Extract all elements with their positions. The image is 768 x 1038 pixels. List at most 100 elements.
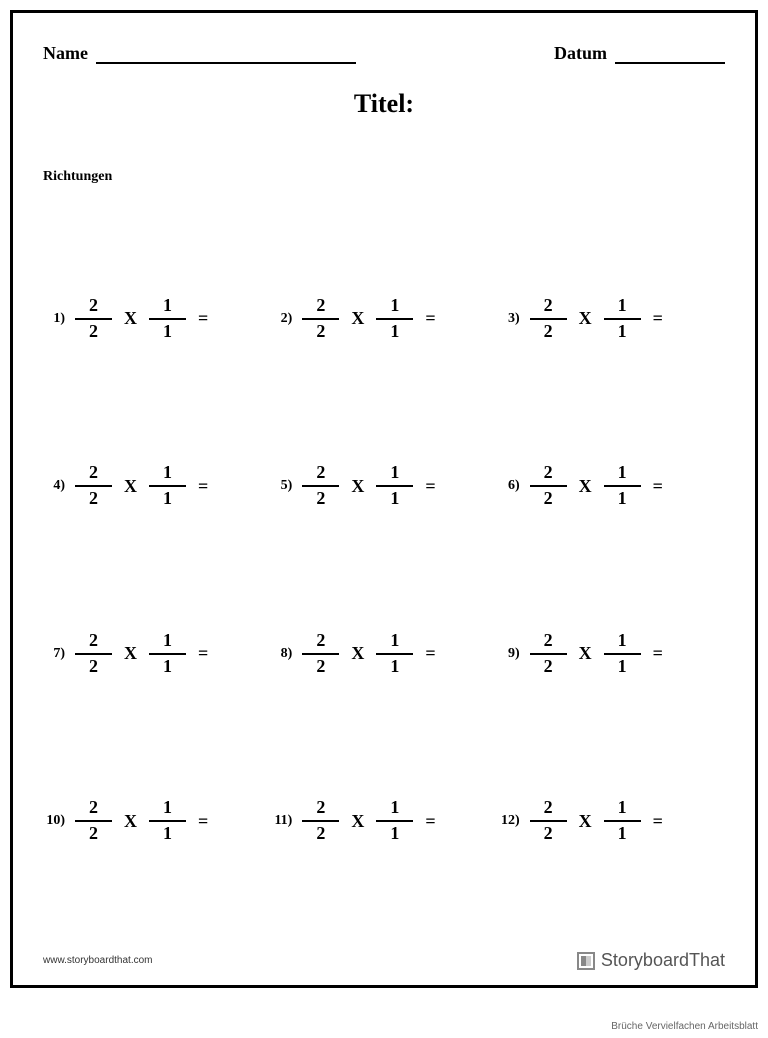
- equals: =: [196, 308, 210, 329]
- fraction-b: 11: [149, 463, 186, 509]
- operator: X: [577, 643, 594, 664]
- fraction-b: 11: [376, 296, 413, 342]
- operator: X: [349, 811, 366, 832]
- problem-2: 2)22X11=: [270, 235, 497, 403]
- caption-text: Brüche Vervielfachen Arbeitsblatt: [611, 1021, 758, 1032]
- problem-1: 1)22X11=: [43, 235, 270, 403]
- denominator: 1: [604, 320, 641, 342]
- problem-12: 12) 22 X 11 =: [498, 738, 725, 906]
- numerator: 1: [604, 463, 641, 485]
- worksheet-page: Name Datum Titel: Richtungen 1)22X11=2)2…: [10, 10, 758, 988]
- problem-3: 3)22X11=: [498, 235, 725, 403]
- numerator: 2: [530, 631, 567, 653]
- denominator: 1: [376, 487, 413, 509]
- denominator: 1: [376, 320, 413, 342]
- problem-number: 9): [498, 646, 520, 662]
- numerator: 2: [302, 631, 339, 653]
- denominator: 1: [604, 822, 641, 844]
- numerator: 2: [302, 798, 339, 820]
- numerator: 1: [149, 296, 186, 318]
- fraction-b: 11: [376, 463, 413, 509]
- fraction-a: 22: [530, 463, 567, 509]
- equals: =: [651, 811, 665, 832]
- date-line: [615, 62, 725, 64]
- denominator: 1: [376, 655, 413, 677]
- problem-11: 11)22X11=: [270, 738, 497, 906]
- equals: =: [423, 811, 437, 832]
- problems-grid: 1)22X11=2)22X11=3)22X11=4)22X11=5)22X11=…: [43, 235, 725, 965]
- footer: www.storyboardthat.com StoryboardThat: [43, 950, 725, 971]
- numerator: 2: [75, 798, 112, 820]
- fraction-a: 22: [302, 463, 339, 509]
- fraction-b: 11: [149, 798, 186, 844]
- fraction-b: 11: [149, 296, 186, 342]
- numerator: 2: [75, 463, 112, 485]
- fraction-a: 22: [530, 798, 567, 844]
- denominator: 1: [604, 655, 641, 677]
- denominator: 2: [530, 822, 567, 844]
- problem-6: 6)22X11=: [498, 403, 725, 571]
- operator: X: [122, 476, 139, 497]
- fraction-a: 22: [302, 631, 339, 677]
- fraction-b: 11: [376, 631, 413, 677]
- denominator: 2: [75, 655, 112, 677]
- numerator: 2: [302, 296, 339, 318]
- numerator: 1: [376, 631, 413, 653]
- header-row: Name Datum: [43, 43, 725, 64]
- fraction-a: 22: [530, 631, 567, 677]
- storyboard-icon: [577, 952, 595, 970]
- problem-number: 10): [43, 813, 65, 829]
- name-field: Name: [43, 43, 356, 64]
- operator: X: [349, 308, 366, 329]
- operator: X: [577, 811, 594, 832]
- problem-number: 4): [43, 478, 65, 494]
- denominator: 1: [604, 487, 641, 509]
- problem-number: 7): [43, 646, 65, 662]
- numerator: 1: [149, 798, 186, 820]
- fraction-a: 22: [75, 631, 112, 677]
- problem-number: 11): [270, 813, 292, 829]
- problem-number: 12): [498, 813, 520, 829]
- denominator: 2: [530, 655, 567, 677]
- fraction-b: 11: [604, 631, 641, 677]
- equals: =: [651, 476, 665, 497]
- denominator: 2: [302, 320, 339, 342]
- problem-8: 8)22X11=: [270, 570, 497, 738]
- problem-9: 9)22X11=: [498, 570, 725, 738]
- name-label: Name: [43, 43, 88, 64]
- footer-url: www.storyboardthat.com: [43, 955, 153, 966]
- operator: X: [577, 476, 594, 497]
- denominator: 2: [75, 320, 112, 342]
- equals: =: [196, 643, 210, 664]
- denominator: 1: [149, 320, 186, 342]
- fraction-b: 11: [376, 798, 413, 844]
- denominator: 2: [302, 822, 339, 844]
- operator: X: [349, 643, 366, 664]
- problem-10: 10) 22 X 11 =: [43, 738, 270, 906]
- problem-number: 8): [270, 646, 292, 662]
- numerator: 2: [75, 631, 112, 653]
- numerator: 2: [530, 296, 567, 318]
- equals: =: [423, 308, 437, 329]
- fraction-a: 22: [75, 798, 112, 844]
- equals: =: [196, 476, 210, 497]
- denominator: 2: [530, 320, 567, 342]
- numerator: 1: [376, 798, 413, 820]
- numerator: 1: [604, 296, 641, 318]
- numerator: 2: [75, 296, 112, 318]
- date-field: Datum: [554, 43, 725, 64]
- fraction-b: 11: [604, 296, 641, 342]
- fraction-b: 11: [604, 798, 641, 844]
- equals: =: [423, 476, 437, 497]
- fraction-b: 11: [149, 631, 186, 677]
- denominator: 1: [149, 487, 186, 509]
- operator: X: [349, 476, 366, 497]
- equals: =: [196, 811, 210, 832]
- equals: =: [423, 643, 437, 664]
- numerator: 1: [376, 463, 413, 485]
- name-line: [96, 62, 356, 64]
- denominator: 2: [75, 487, 112, 509]
- fraction-a: 22: [302, 798, 339, 844]
- problem-number: 5): [270, 478, 292, 494]
- operator: X: [122, 811, 139, 832]
